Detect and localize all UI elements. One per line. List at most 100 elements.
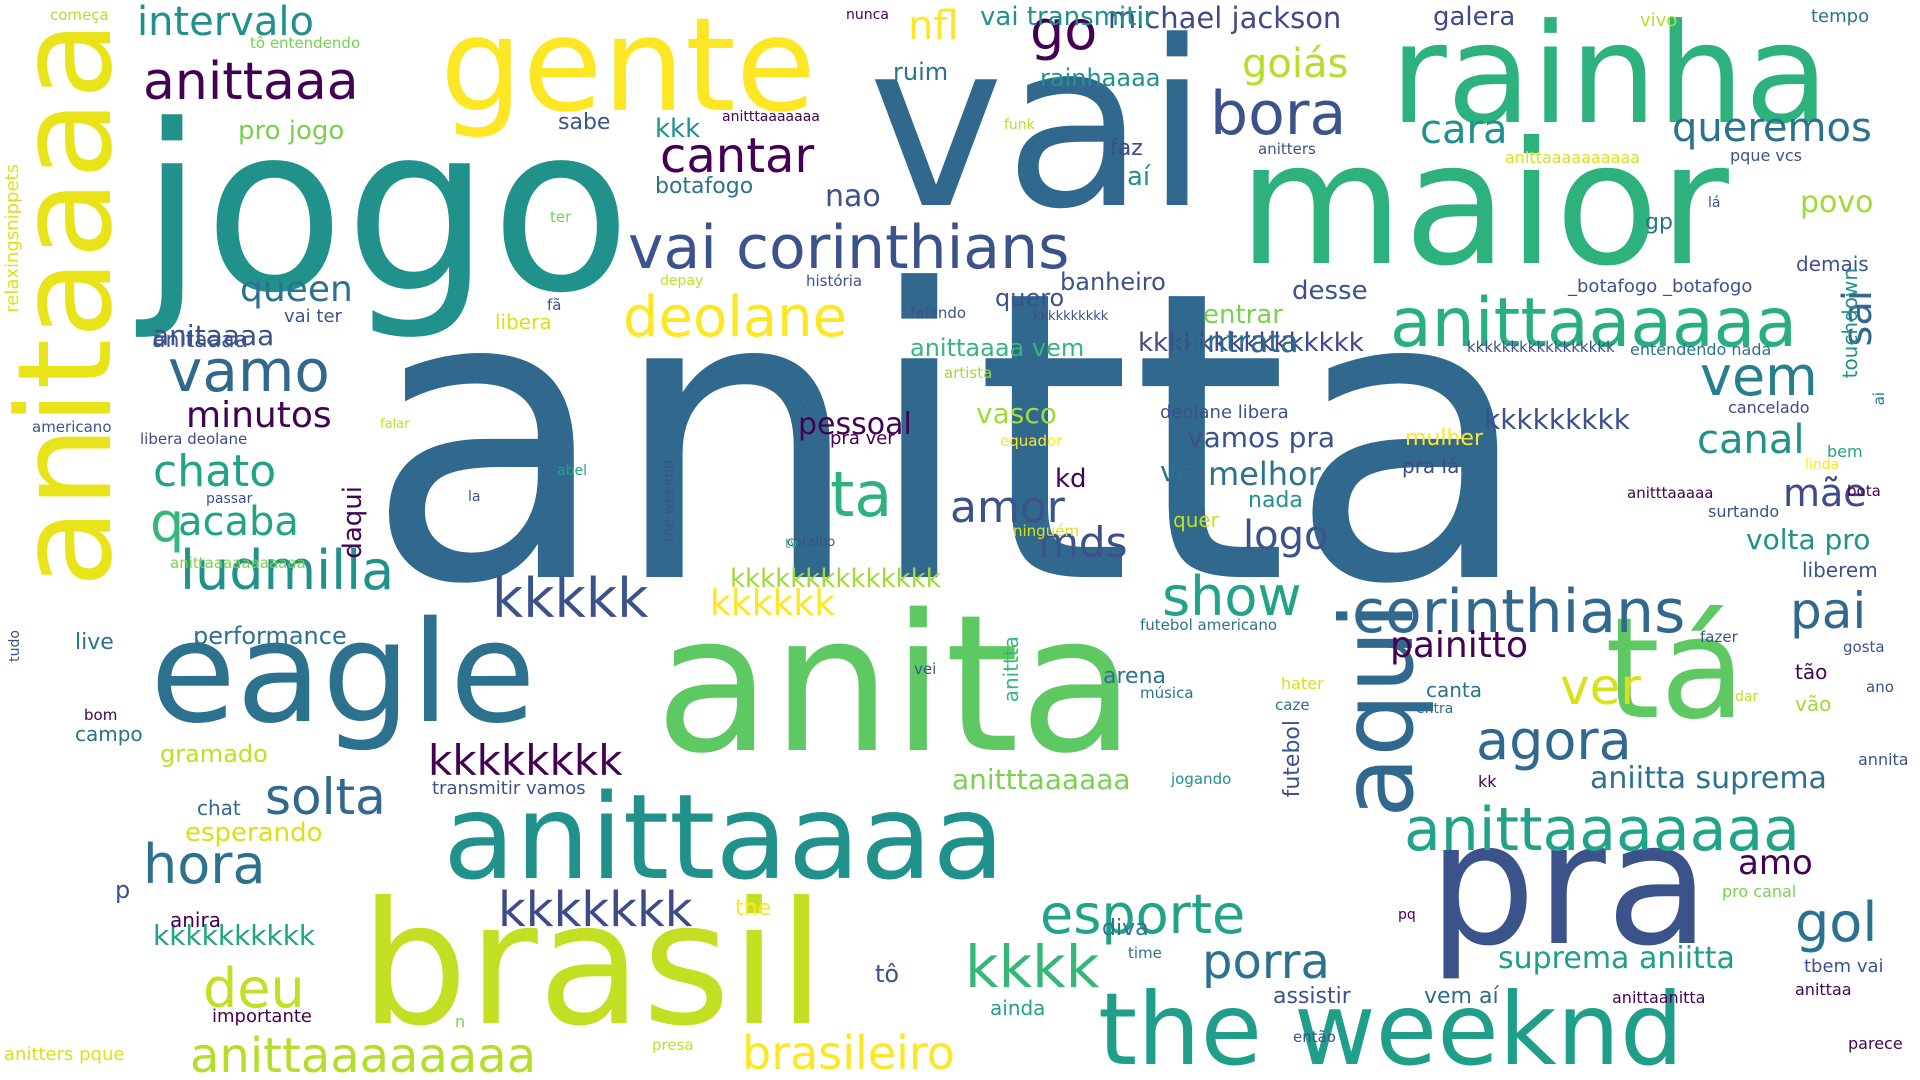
- word: anittaaa: [143, 52, 359, 112]
- word: melhor: [1208, 455, 1321, 493]
- word: presa: [652, 1036, 694, 1054]
- word: transmitir vamos: [432, 778, 586, 799]
- word: ruim: [893, 58, 949, 86]
- word: aniitta suprema: [1590, 761, 1827, 796]
- word: dar: [1735, 689, 1759, 705]
- word: equador: [1000, 432, 1063, 450]
- word: gp: [1645, 210, 1673, 235]
- word: bora: [1210, 79, 1347, 149]
- word: kkkkkkkk: [428, 736, 623, 785]
- word: funk: [1004, 117, 1035, 133]
- word: gente: [440, 0, 816, 141]
- word: time: [1128, 944, 1162, 962]
- word: anitttaaaaa: [1627, 484, 1714, 502]
- word: aí: [1127, 162, 1151, 192]
- word: queremos: [1672, 105, 1872, 151]
- word: caralho: [787, 535, 836, 550]
- word: vasco: [976, 397, 1057, 430]
- word: caze: [1275, 696, 1310, 714]
- word: p: [115, 876, 131, 904]
- word: relaxingsnippets: [2, 164, 23, 313]
- word: quero: [995, 284, 1065, 312]
- word: libera deolane: [140, 430, 248, 448]
- word: libera: [495, 310, 552, 334]
- word: kkkkkkkkkkkkkkkkk: [1467, 338, 1615, 356]
- word: entra: [1416, 701, 1454, 717]
- word: kkk: [655, 114, 701, 144]
- word: go: [1030, 0, 1098, 62]
- word: kkkkkkkkkk: [153, 919, 316, 952]
- word: falar: [380, 417, 410, 432]
- word: anittta: [999, 636, 1023, 703]
- word: nao: [825, 179, 881, 214]
- word: falando: [910, 304, 967, 322]
- word: brasileiro: [742, 1026, 955, 1080]
- word: the weeknd: [661, 460, 677, 542]
- word: mãe: [1783, 471, 1867, 515]
- word: corinthians: [1352, 577, 1686, 647]
- word: anitttaaaaaa: [952, 763, 1131, 796]
- word: daqui: [338, 486, 368, 559]
- word: ainda: [990, 996, 1046, 1020]
- word: hater: [1281, 674, 1324, 693]
- word: lá: [1708, 195, 1721, 211]
- word: porra: [1202, 934, 1330, 990]
- word: campo: [75, 722, 143, 746]
- word: tv: [785, 537, 798, 552]
- word: kkkkkkkkkk: [1033, 309, 1109, 324]
- word: _botafogo _botafogo: [1568, 276, 1753, 297]
- word: sabe: [558, 110, 611, 135]
- word: pessoal: [798, 407, 912, 442]
- word: linda: [1805, 457, 1840, 473]
- word: então: [1293, 1028, 1336, 1046]
- word: queen: [240, 269, 353, 310]
- word: performance: [193, 622, 347, 650]
- word: show: [1162, 565, 1302, 628]
- word: deolane: [623, 285, 848, 350]
- word: deolane libera: [1160, 402, 1289, 423]
- word: mds: [1038, 518, 1128, 567]
- word: jogando: [1171, 770, 1232, 788]
- word: entendendo nada: [1630, 340, 1772, 359]
- word: diva: [1102, 916, 1149, 941]
- word: kd: [1055, 464, 1087, 494]
- word: anittaa: [1795, 980, 1852, 999]
- word: acaba: [178, 499, 299, 545]
- word: vai corinthians: [628, 213, 1070, 283]
- word: cancelado: [1728, 398, 1810, 417]
- word: kkkk: [965, 933, 1100, 1001]
- word: americano: [32, 418, 112, 436]
- word: anitters pque: [4, 1044, 125, 1065]
- word: pro jogo: [238, 116, 345, 146]
- word: rainhaaaa: [1040, 64, 1161, 92]
- word: anita: [655, 574, 1136, 795]
- word: solta: [265, 768, 386, 826]
- word: pra ver: [830, 428, 895, 449]
- word: esperando: [185, 818, 323, 848]
- word: minutos: [186, 395, 332, 436]
- word: vão: [1795, 692, 1832, 716]
- word: vivo: [1640, 10, 1678, 31]
- word: painitto: [1390, 625, 1528, 666]
- word: tempo: [1811, 6, 1870, 27]
- word: assistir: [1273, 984, 1351, 1009]
- word: anitttaaaaaaa: [722, 109, 820, 125]
- word: futebol: [1280, 720, 1305, 798]
- word: pq: [1398, 907, 1416, 923]
- word: logo: [1243, 513, 1329, 559]
- word: povo: [1800, 185, 1874, 220]
- word: chato: [153, 446, 277, 497]
- word: vem aí: [1424, 984, 1499, 1009]
- word: importante: [212, 1006, 313, 1027]
- word: the weeknd: [1098, 971, 1684, 1080]
- word: anitters: [1258, 140, 1316, 158]
- word: rainha: [1390, 0, 1830, 155]
- word: kkkkkkk: [498, 882, 693, 938]
- word: futebol americano: [1140, 616, 1278, 634]
- word: fazer: [1700, 628, 1738, 646]
- word: gol: [1795, 891, 1878, 954]
- word: michael jackson: [1108, 1, 1342, 35]
- word: pra: [1428, 786, 1710, 984]
- word: kk: [1478, 772, 1497, 791]
